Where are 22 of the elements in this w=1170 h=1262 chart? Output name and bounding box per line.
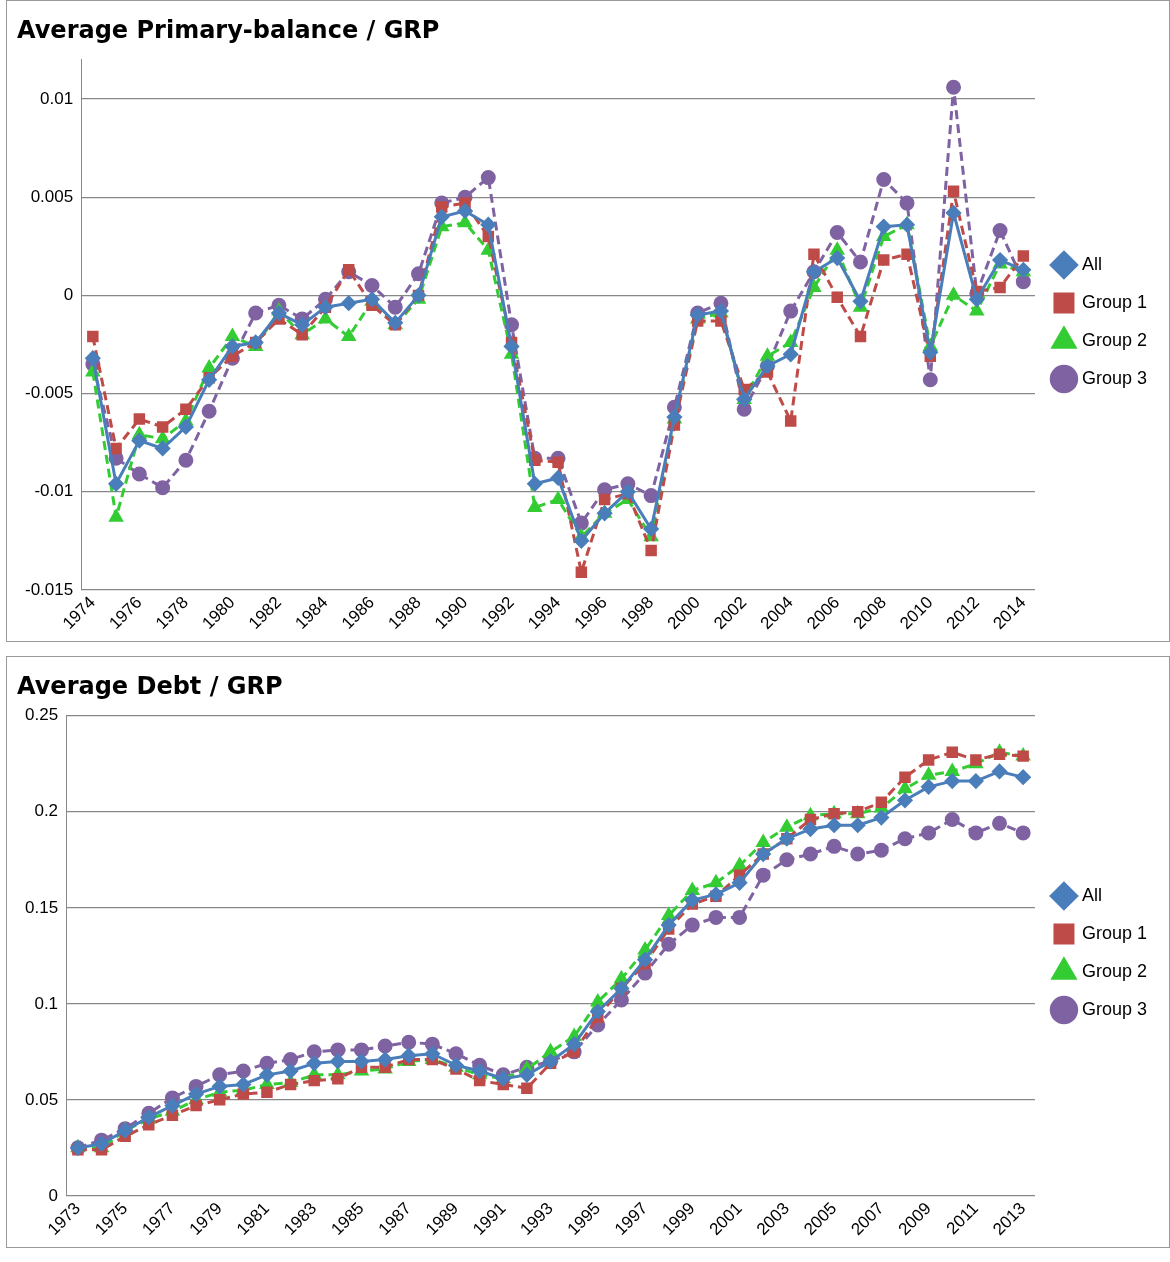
y-tick-label: 0.005: [30, 186, 74, 206]
legend-label: Group 3: [1081, 998, 1148, 1019]
y-tick-label: 0.25: [24, 705, 59, 725]
y-tick-label: 0.2: [34, 801, 59, 821]
y-tick-label: 0: [63, 285, 74, 305]
chart-title: Average Debt / GRP: [17, 671, 283, 700]
y-tick-label: -0.015: [25, 579, 74, 599]
legend-label: Group 1: [1081, 291, 1148, 312]
y-tick-label: 0.05: [24, 1089, 59, 1109]
legend-label: All: [1081, 253, 1102, 274]
y-tick-label: 0: [48, 1185, 59, 1205]
y-tick-label: 0.15: [24, 897, 59, 917]
legend-label: Group 2: [1081, 960, 1148, 981]
legend-label: All: [1081, 884, 1102, 905]
chart-title: Average Primary-balance / GRP: [17, 15, 440, 44]
y-tick-label: -0.005: [25, 383, 74, 403]
legend-label: Group 2: [1081, 329, 1148, 350]
legend-label: Group 3: [1081, 367, 1148, 388]
y-tick-label: 0.1: [34, 993, 59, 1013]
y-tick-label: 0.01: [40, 88, 74, 108]
legend-label: Group 1: [1081, 922, 1148, 943]
y-tick-label: -0.01: [34, 481, 74, 501]
